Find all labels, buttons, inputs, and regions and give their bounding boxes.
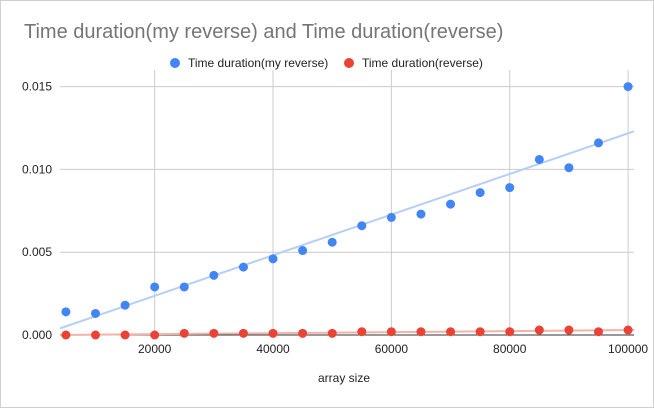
data-point bbox=[564, 325, 574, 335]
data-points bbox=[61, 82, 633, 340]
trendline bbox=[59, 329, 635, 336]
data-point bbox=[91, 330, 101, 340]
data-point bbox=[357, 327, 367, 337]
data-point bbox=[298, 246, 308, 256]
x-tick-label: 80000 bbox=[493, 342, 527, 356]
data-point bbox=[238, 328, 248, 338]
trendlines bbox=[59, 130, 635, 336]
y-tick-label: 0.015 bbox=[22, 80, 52, 94]
data-point bbox=[209, 270, 219, 280]
data-point bbox=[416, 327, 426, 337]
data-point bbox=[475, 327, 485, 337]
legend-marker bbox=[344, 58, 354, 68]
y-tick-label: 0.005 bbox=[22, 245, 52, 259]
data-point bbox=[505, 327, 515, 337]
legend-label: Time duration(reverse) bbox=[362, 56, 483, 70]
x-axis-ticks: 20000 40000 60000 80000 100000 bbox=[138, 342, 648, 356]
data-point bbox=[120, 330, 130, 340]
data-point bbox=[268, 328, 278, 338]
data-point bbox=[623, 82, 633, 92]
legend-marker bbox=[170, 58, 180, 68]
data-point bbox=[150, 282, 160, 292]
data-point bbox=[446, 327, 456, 337]
data-point bbox=[91, 308, 101, 318]
data-point bbox=[61, 307, 71, 317]
data-point bbox=[327, 237, 337, 247]
data-point bbox=[475, 188, 485, 198]
data-point bbox=[446, 199, 456, 209]
data-point bbox=[150, 330, 160, 340]
legend-label: Time duration(my reverse) bbox=[188, 56, 328, 70]
data-point bbox=[623, 325, 633, 335]
data-point bbox=[268, 254, 278, 264]
data-point bbox=[357, 221, 367, 231]
y-tick-label: 0.010 bbox=[22, 162, 52, 176]
legend: Time duration(my reverse) Time duration(r… bbox=[170, 56, 483, 70]
data-point bbox=[238, 262, 248, 272]
data-point bbox=[327, 328, 337, 338]
data-point bbox=[179, 282, 189, 292]
trendline bbox=[59, 130, 635, 330]
data-point bbox=[564, 163, 574, 173]
data-point bbox=[505, 183, 515, 193]
data-point bbox=[593, 327, 603, 337]
x-tick-label: 20000 bbox=[138, 342, 172, 356]
data-point bbox=[534, 325, 544, 335]
data-point bbox=[120, 300, 130, 310]
data-point bbox=[61, 330, 71, 340]
data-point bbox=[298, 328, 308, 338]
x-tick-label: 100000 bbox=[608, 342, 648, 356]
data-point bbox=[386, 327, 396, 337]
grid bbox=[60, 70, 634, 336]
chart-title: Time duration(my reverse) and Time durat… bbox=[24, 21, 504, 43]
data-point bbox=[179, 328, 189, 338]
x-tick-label: 40000 bbox=[256, 342, 290, 356]
data-point bbox=[416, 209, 426, 219]
data-point bbox=[534, 154, 544, 164]
data-point bbox=[209, 328, 219, 338]
x-tick-label: 60000 bbox=[375, 342, 409, 356]
y-axis-ticks: 0.000 0.005 0.010 0.015 bbox=[22, 80, 52, 342]
y-tick-label: 0.000 bbox=[22, 328, 52, 342]
x-axis-title: array size bbox=[318, 371, 370, 385]
data-point bbox=[593, 138, 603, 148]
data-point bbox=[386, 212, 396, 222]
